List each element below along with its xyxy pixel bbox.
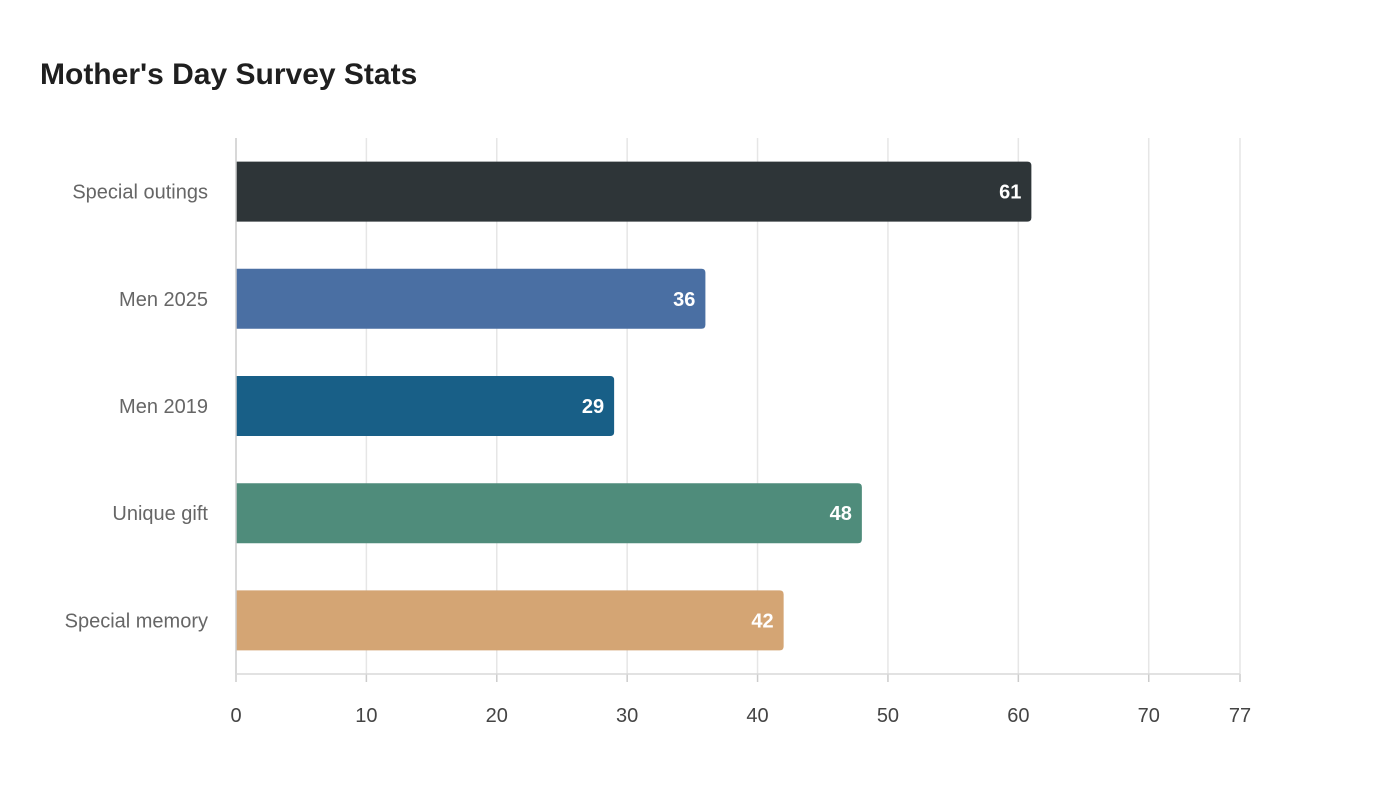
x-tick-label: 70: [1138, 705, 1160, 727]
x-tick-label: 77: [1229, 705, 1251, 727]
bars: [236, 161, 1032, 651]
x-tick-label: 30: [616, 705, 638, 727]
data-labels: 61 36 29 48 42: [582, 182, 1021, 633]
data-label: 48: [830, 503, 852, 525]
chart-title: Mother's Day Survey Stats: [40, 58, 418, 91]
data-label: 29: [582, 396, 604, 418]
category-label: Men 2019: [119, 396, 208, 418]
x-tick-label: 10: [355, 705, 377, 727]
category-label: Special outings: [72, 182, 208, 204]
data-label: 61: [999, 182, 1021, 204]
category-labels: Special outings Men 2025 Men 2019 Unique gi…: [65, 182, 209, 633]
category-label: Special memory: [65, 610, 208, 632]
x-tick-label: 60: [1007, 705, 1029, 727]
x-tick-label: 50: [877, 705, 899, 727]
category-label: Men 2025: [119, 289, 208, 311]
category-label: Unique gift: [112, 503, 208, 525]
data-label: 42: [751, 610, 773, 632]
x-tick-label: 0: [230, 705, 241, 727]
bar[interactable]: [236, 376, 615, 436]
bar[interactable]: [236, 483, 862, 544]
data-label: 36: [673, 289, 695, 311]
x-tick-label: 40: [746, 705, 768, 727]
bar[interactable]: [236, 268, 706, 329]
x-tick-label: 20: [486, 705, 508, 727]
bar[interactable]: [236, 590, 784, 651]
bar[interactable]: [236, 161, 1032, 222]
x-axis-tick-labels: 0 10 20 30 40 50 60 70 77: [230, 705, 1251, 727]
